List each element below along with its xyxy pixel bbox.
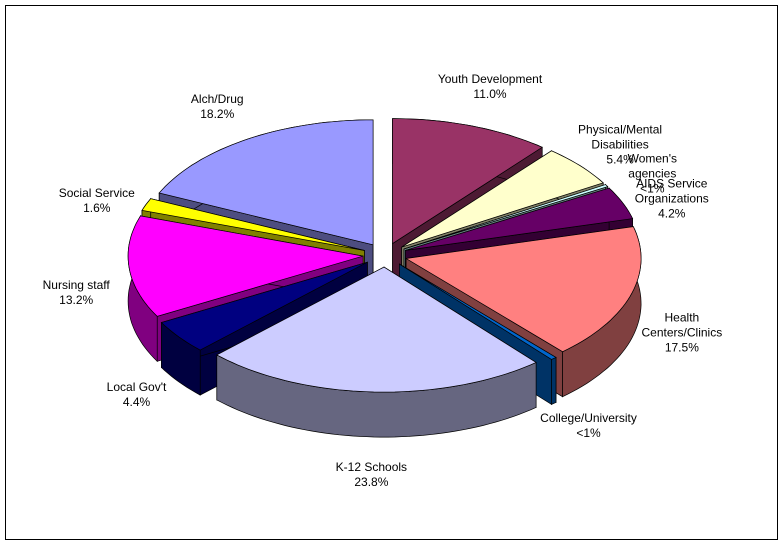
slice-label: K-12 Schools 23.8% [336, 460, 407, 490]
slice-top [405, 226, 642, 353]
slice-top [127, 215, 364, 317]
slice-label: Health Centers/Clinics 17.5% [631, 310, 733, 355]
slice-name: AIDS Service Organizations [634, 176, 709, 206]
slice [216, 266, 537, 438]
slice-name: Health Centers/Clinics [641, 310, 723, 340]
slice-wall [551, 356, 557, 405]
slice-label: Local Gov't 4.4% [107, 380, 167, 410]
slice-top [160, 261, 368, 351]
slice-value: <1% [576, 425, 601, 440]
slice-name: Physical/Mental Disabilities [578, 122, 663, 152]
slice-name: K-12 Schools [335, 459, 408, 474]
slice-label: Youth Development 11.0% [438, 72, 542, 102]
slice-value: 5.4% [606, 152, 634, 167]
slice-value: 13.2% [59, 292, 94, 307]
slice-value: 11.0% [473, 86, 507, 101]
slice-label: Physical/Mental Disabilities 5.4% [578, 122, 662, 167]
slice-value: 4.4% [122, 394, 151, 409]
slice-label: Nursing staff 13.2% [43, 278, 110, 308]
slice-name: College/University [540, 410, 637, 425]
slice-name: Social Service [58, 186, 135, 201]
slice-value: 18.2% [200, 106, 235, 121]
slice-value: 23.8% [354, 474, 389, 489]
slice-name: Alch/Drug [190, 91, 244, 106]
slice-name: Nursing staff [42, 277, 110, 292]
slice-name: Women's agencies [627, 151, 678, 181]
slice-label: Social Service 1.6% [59, 186, 135, 216]
slice-label: College/University <1% [540, 411, 637, 441]
slice-name: Youth Development [437, 71, 543, 86]
slice-label: AIDS Service Organizations 4.2% [635, 177, 709, 222]
slice-top [405, 187, 634, 251]
slice-top [141, 198, 365, 251]
slice-top [216, 266, 537, 393]
slice-name: Local Gov't [106, 379, 167, 394]
slice-top [403, 184, 609, 250]
slice-value: <1% [640, 181, 665, 196]
slice-top [392, 118, 543, 245]
slice-value: 17.5% [664, 340, 699, 355]
slice-label: Women's agencies <1% [628, 151, 677, 196]
slice-top [401, 150, 604, 248]
slice-top [158, 119, 374, 246]
slice-value: 4.2% [658, 206, 686, 221]
slice-label: Alch/Drug 18.2% [191, 92, 244, 122]
slice-value: 1.6% [83, 201, 111, 216]
slice-top [399, 263, 557, 360]
